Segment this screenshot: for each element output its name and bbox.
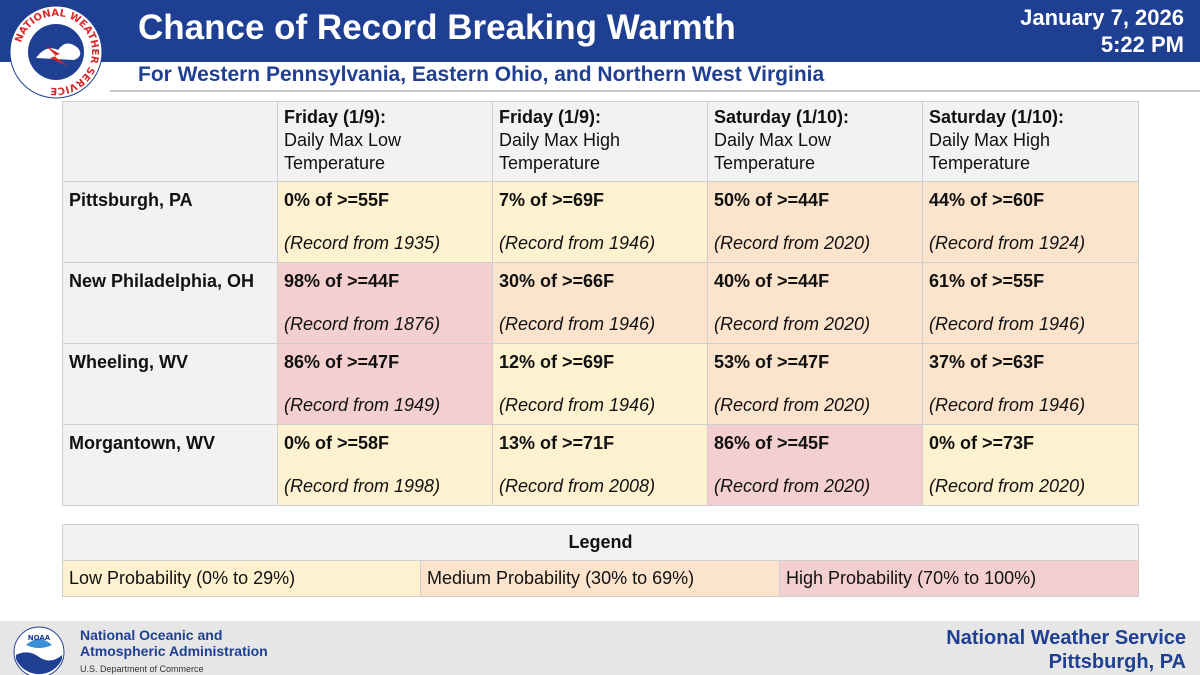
noaa-name-line1: National Oceanic and [80, 627, 223, 643]
probability-cell: 53% of >=47F (Record from 2020) [707, 343, 923, 425]
probability-cell: 13% of >=71F (Record from 2008) [492, 424, 708, 506]
probability-cell: 50% of >=44F (Record from 2020) [707, 181, 923, 263]
probability-cell: 98% of >=44F (Record from 1876) [277, 262, 493, 344]
record-warmth-table: Friday (1/9): Daily Max Low Temperature F… [62, 101, 1139, 506]
noaa-logo-icon: NOAA [13, 626, 65, 675]
subtitle-divider [110, 90, 1200, 92]
table-row: Morgantown, WV 0% of >=58F (Record from 1… [62, 424, 1139, 506]
probability-cell: 86% of >=47F (Record from 1949) [277, 343, 493, 425]
issue-datetime: January 7, 2026 5:22 PM [1020, 4, 1184, 58]
probability-cell: 37% of >=63F (Record from 1946) [922, 343, 1139, 425]
probability-cell: 12% of >=69F (Record from 1946) [492, 343, 708, 425]
table-header-row: Friday (1/9): Daily Max Low Temperature F… [62, 101, 1139, 182]
header-banner: NATIONAL WEATHER SERVICE Chance of Recor… [0, 0, 1200, 99]
legend-low: Low Probability (0% to 29%) [62, 560, 421, 597]
table-row: Wheeling, WV 86% of >=47F (Record from 19… [62, 343, 1139, 425]
legend-high: High Probability (70% to 100%) [779, 560, 1139, 597]
probability-cell: 44% of >=60F (Record from 1924) [922, 181, 1139, 263]
probability-cell: 40% of >=44F (Record from 2020) [707, 262, 923, 344]
column-header: Saturday (1/10): Daily Max Low Temperatur… [707, 101, 923, 182]
noaa-name: National Oceanic and Atmospheric Adminis… [80, 627, 268, 675]
legend-title: Legend [62, 524, 1139, 561]
city-cell: Pittsburgh, PA [62, 181, 278, 263]
city-cell: Morgantown, WV [62, 424, 278, 506]
noaa-department: U.S. Department of Commerce [80, 664, 204, 674]
probability-cell: 61% of >=55F (Record from 1946) [922, 262, 1139, 344]
column-header: Friday (1/9): Daily Max Low Temperature [277, 101, 493, 182]
noaa-logo-text: NOAA [28, 634, 51, 642]
header-corner-cell [62, 101, 278, 182]
nws-logo-icon: NATIONAL WEATHER SERVICE [9, 5, 103, 99]
probability-cell: 86% of >=45F (Record from 2020) [707, 424, 923, 506]
page-title: Chance of Record Breaking Warmth [138, 8, 736, 47]
issue-time: 5:22 PM [1100, 32, 1184, 57]
legend-medium: Medium Probability (30% to 69%) [420, 560, 780, 597]
probability-cell: 0% of >=58F (Record from 1998) [277, 424, 493, 506]
probability-cell: 7% of >=69F (Record from 1946) [492, 181, 708, 263]
city-cell: Wheeling, WV [62, 343, 278, 425]
probability-cell: 0% of >=73F (Record from 2020) [922, 424, 1139, 506]
column-header: Saturday (1/10): Daily Max High Temperatu… [922, 101, 1139, 182]
probability-cell: 0% of >=55F (Record from 1935) [277, 181, 493, 263]
footer-bar: NOAA National Oceanic and Atmospheric Ad… [0, 621, 1200, 675]
legend-table: Legend Low Probability (0% to 29%) Mediu… [62, 524, 1139, 597]
column-header: Friday (1/9): Daily Max High Temperature [492, 101, 708, 182]
nws-office-name: National Weather Service [946, 627, 1186, 649]
city-cell: New Philadelphia, OH [62, 262, 278, 344]
nws-office-location: Pittsburgh, PA [1048, 651, 1186, 673]
probability-cell: 30% of >=66F (Record from 1946) [492, 262, 708, 344]
table-row: New Philadelphia, OH 98% of >=44F (Record… [62, 262, 1139, 344]
table-row: Pittsburgh, PA 0% of >=55F (Record from 1… [62, 181, 1139, 263]
issue-date: January 7, 2026 [1020, 5, 1184, 30]
page-subtitle: For Western Pennsylvania, Eastern Ohio, … [138, 63, 825, 86]
noaa-name-line2: Atmospheric Administration [80, 643, 268, 659]
nws-office: National Weather Service Pittsburgh, PA [946, 626, 1186, 674]
